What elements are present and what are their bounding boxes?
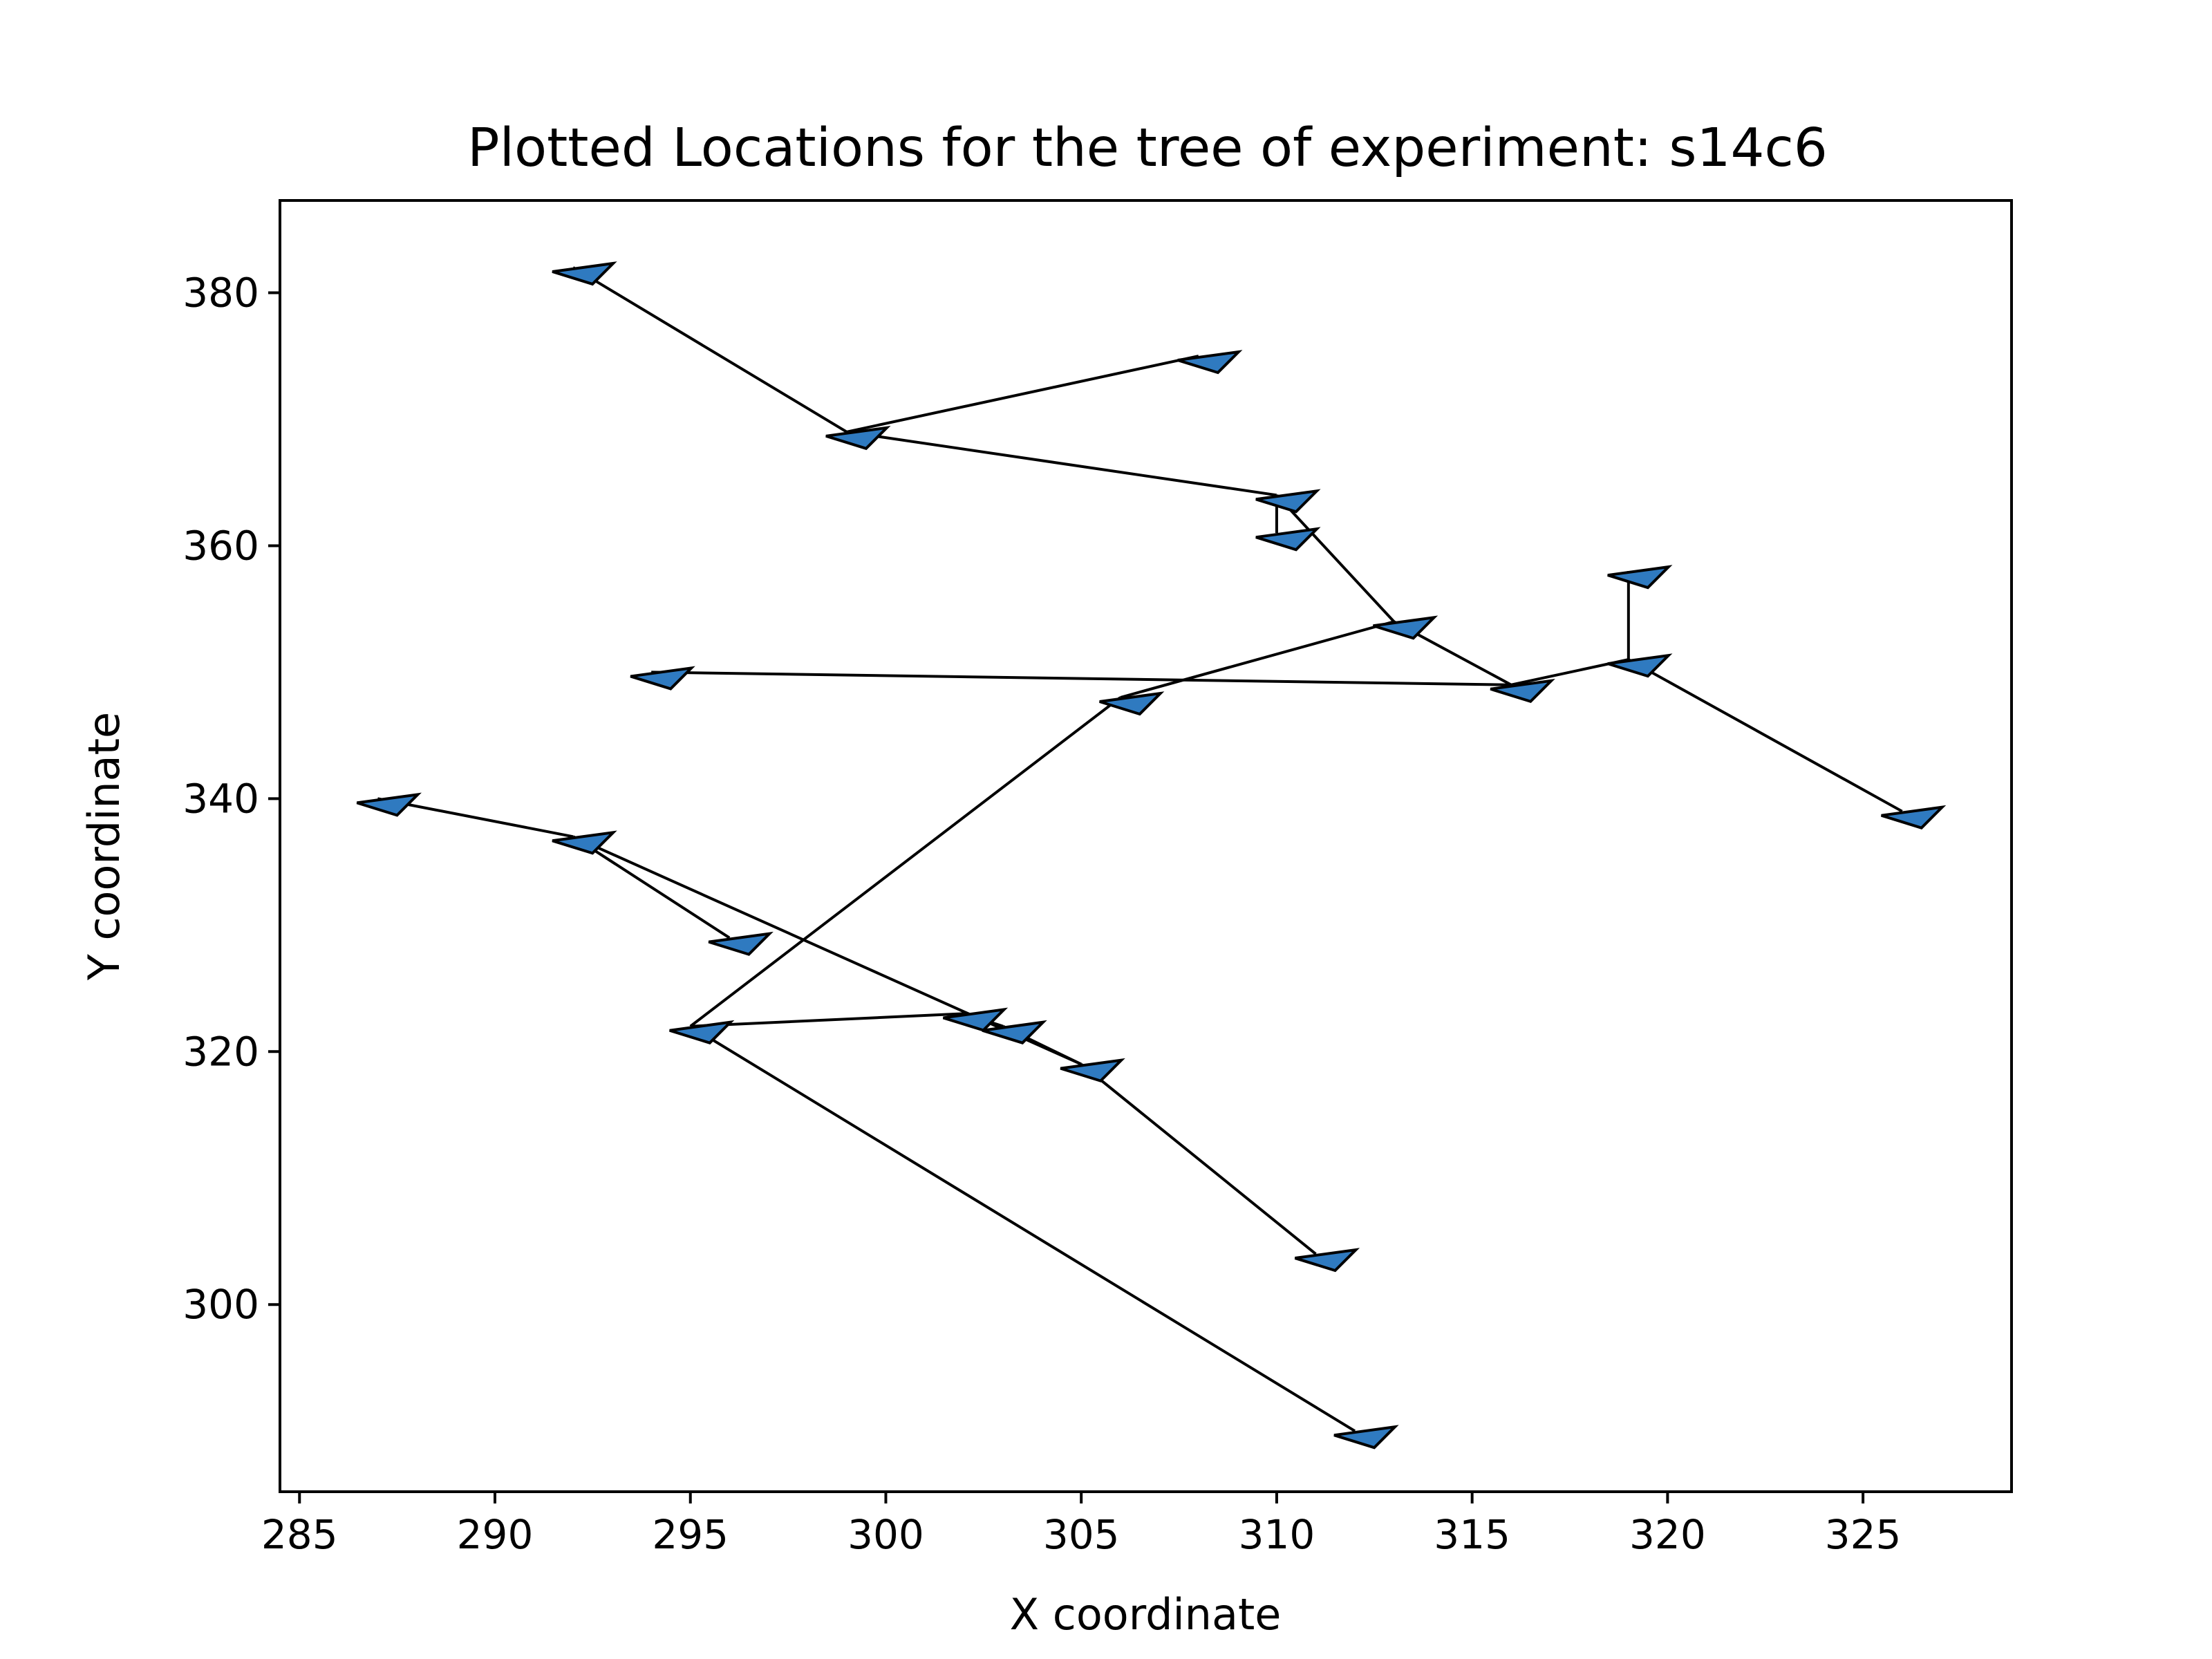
x-tick-label: 295 [652,1511,729,1558]
y-tick-label: 340 [182,775,259,822]
location-marker [1099,691,1165,716]
location-marker [1060,1058,1125,1082]
location-marker [669,1020,735,1044]
connection-line [1080,1063,1317,1255]
chart-title: Plotted Locations for the tree of experi… [467,118,1828,179]
location-marker [982,1020,1047,1044]
location-marker [1607,565,1673,590]
y-tick-label: 360 [182,522,259,569]
y-tick-label: 300 [182,1281,259,1328]
x-axis-ticks: 285 290 295 300 305 310 315 320 325 [261,1492,1902,1558]
x-tick-label: 300 [847,1511,924,1558]
y-axis-label: Y coordinate [79,712,129,981]
x-tick-label: 285 [261,1511,338,1558]
location-marker [630,666,695,691]
location-marker [1881,805,1947,830]
x-axis-label: X coordinate [1010,1589,1282,1640]
x-tick-label: 305 [1043,1511,1120,1558]
location-marker [552,261,617,286]
location-marker [1372,615,1438,640]
location-marker [552,830,617,855]
connection-line [572,835,731,939]
connection-line [1627,658,1903,813]
x-tick-label: 320 [1629,1511,1706,1558]
connection-line [689,1025,1356,1432]
location-marker [1294,1248,1360,1273]
connection-line [572,835,1082,1066]
x-tick-label: 290 [457,1511,534,1558]
location-marker [1255,527,1321,552]
location-marker [825,426,891,451]
connection-line [377,797,574,838]
location-markers [356,261,1947,1450]
location-marker [1490,678,1555,703]
location-marker [1177,350,1243,375]
connection-line [572,266,847,433]
y-tick-label: 320 [182,1028,259,1075]
connection-line [1275,494,1396,623]
plot-frame [279,199,2013,1493]
connection-line [846,355,1199,433]
location-marker [356,792,422,817]
x-tick-label: 310 [1239,1511,1315,1558]
location-marker [1607,653,1673,678]
x-tick-label: 315 [1434,1511,1510,1558]
connection-line [689,696,1121,1028]
y-tick-label: 380 [182,270,259,317]
connection-line [651,671,1512,686]
location-marker [708,931,774,956]
connection-line [846,430,1277,497]
x-tick-label: 325 [1825,1511,1902,1558]
location-marker [1255,489,1321,514]
y-axis-ticks: 300 320 340 360 380 [182,270,280,1328]
location-marker [1333,1425,1399,1450]
connection-line [690,1012,964,1028]
connection-line [1120,620,1395,699]
location-marker [942,1007,1009,1032]
